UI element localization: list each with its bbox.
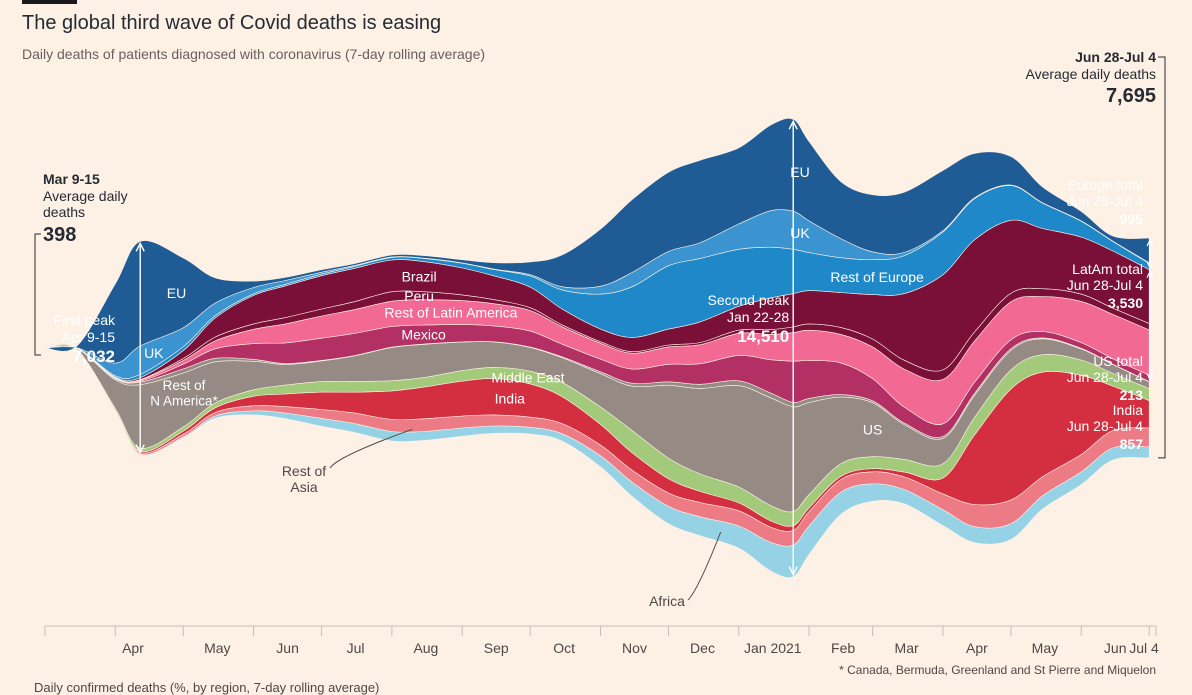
latam_total-value: 3,530 (1108, 295, 1143, 311)
x-tick-label: May (1032, 640, 1058, 656)
india_total-date: Jun 28-Jul 4 (1067, 418, 1143, 434)
latest-value: 7,695 (1106, 85, 1156, 107)
label-rest-of-n-america: Rest of N America* (150, 378, 218, 409)
x-tick-label: Nov (622, 640, 647, 656)
second-peak-title: Second peak (707, 292, 790, 308)
leader-africa (687, 531, 722, 601)
x-tick-label: Feb (831, 640, 855, 656)
us_total-title: US total (1093, 353, 1143, 369)
label-uk: UK (144, 345, 164, 361)
label-rest-of-asia: Rest of Asia (282, 463, 326, 495)
second-peak-date: Jan 22-28 (727, 309, 789, 325)
x-tick-label: Jun (1104, 640, 1127, 656)
latam_total-date: Jun 28-Jul 4 (1067, 277, 1143, 293)
bracket-latam-bottom (1146, 373, 1154, 381)
europe_total-value: 995 (1120, 211, 1144, 227)
stream-eu (44, 118, 1150, 364)
annotation-mar-date: Mar 9-15 (43, 171, 100, 187)
x-tick-label: Jan 2021 (744, 640, 802, 656)
label-eu: EU (167, 285, 186, 301)
x-tick-label: Mar (895, 640, 919, 656)
india_total-title: India (1113, 402, 1144, 418)
us_total-value: 213 (1120, 387, 1144, 403)
x-tick-label: Oct (553, 640, 575, 656)
chart-title: The global third wave of Covid deaths is… (22, 12, 442, 34)
bracket-europe-bottom (1146, 261, 1154, 269)
x-tick-label: May (204, 640, 230, 656)
europe_total-date: Jun 28-Jul 4 (1067, 193, 1143, 209)
x-tick-label: Sep (484, 640, 509, 656)
us_total-date: Jun 28-Jul 4 (1067, 369, 1143, 385)
footnote: * Canada, Bermuda, Greenland and St Pier… (839, 663, 1156, 677)
x-tick-label: Apr (966, 640, 988, 656)
label-rest-of-latin-america: Rest of Latin America (384, 305, 517, 321)
annotation-mar-line2: deaths (43, 204, 85, 220)
chart-subtitle: Daily deaths of patients diagnosed with … (22, 46, 486, 62)
label-uk: UK (790, 225, 810, 241)
label-middle-east: Middle East (491, 369, 564, 385)
bracket-latam-top (1146, 270, 1154, 278)
label-eu: EU (790, 164, 809, 180)
x-tick-label: Jun (276, 640, 299, 656)
second-peak-arrow-top (788, 119, 798, 130)
first-peak-arrow-top (135, 241, 145, 252)
second-peak-arrow-bottom (788, 566, 798, 577)
label-brazil: Brazil (402, 269, 437, 285)
first-peak-title: First peak (54, 312, 116, 328)
label-peru: Peru (404, 288, 434, 304)
annotation-mar-value: 398 (43, 224, 76, 246)
x-axis: Apr May Jun Jul Aug Sep Oct Nov Dec Jan 2021 Feb Ma… (44, 625, 1159, 656)
label-us: US (863, 422, 882, 438)
europe_total-title: Europe total (1068, 177, 1144, 193)
x-tick-label: Aug (413, 640, 438, 656)
latam_total-title: LatAm total (1072, 261, 1143, 277)
x-tick-label: Jul (347, 640, 365, 656)
first-peak-value: 7,032 (72, 347, 115, 366)
bracket-mar (34, 233, 41, 356)
latest-date: Jun 28-Jul 4 (1075, 49, 1156, 65)
top-accent-bar (22, 0, 77, 4)
india_total-value: 857 (1120, 436, 1144, 452)
bracket-latest (1158, 56, 1166, 459)
label-india: India (495, 390, 526, 406)
x-tick-label: Dec (690, 640, 715, 656)
label-africa: Africa (649, 593, 685, 609)
label-mexico: Mexico (401, 327, 446, 343)
x-tick-label: Jul 4 (1129, 640, 1159, 656)
bracket-europe-top (1146, 238, 1154, 247)
label-rest-of-europe: Rest of Europe (830, 269, 924, 285)
second-peak-value: 14,510 (737, 327, 789, 346)
first-peak-date: Apr 9-15 (61, 329, 115, 345)
first-peak-arrow-bottom (135, 444, 145, 455)
leader-rest-of-asia (329, 428, 413, 469)
next-chart-label: Daily confirmed deaths (%, by region, 7-… (34, 680, 380, 695)
stream-layers (44, 118, 1150, 578)
annotation-mar-line1: Average daily (43, 188, 128, 204)
x-tick-label: Apr (122, 640, 144, 656)
latest-line1: Average daily deaths (1026, 66, 1157, 82)
